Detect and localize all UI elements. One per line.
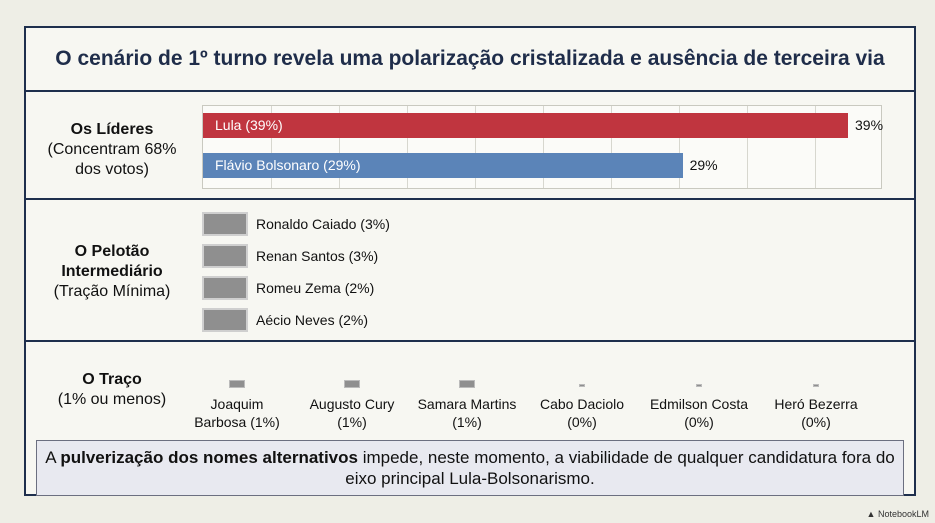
page-title: O cenário de 1º turno revela uma polariz… [26,28,914,92]
trace-item-name: Heró Bezerra [774,396,858,412]
trace-item: Samara Martins (1%) [407,395,527,431]
callout-bold: pulverização dos nomes alternativos [60,448,358,467]
middle-item-label: Renan Santos (3%) [256,248,379,264]
trace-item-value: (1%) [337,414,367,430]
watermark: ▲ NotebookLM [866,509,929,519]
middle-subtitle: (Tração Mínima) [53,283,171,300]
leader-value-label: 39% [855,117,884,133]
trace-item-name: Cabo Daciolo [539,396,625,412]
trace-item-name: Edmilson Costa [649,396,749,412]
trace-item: Cabo Daciolo (0%) [522,395,642,431]
trace-item-value: (0%) [801,414,831,430]
middle-item: Aécio Neves (2%) [202,308,368,332]
trace-mark [579,384,585,387]
trace-item-name: Joaquim [210,396,264,412]
grid-line [611,106,612,188]
trace-item-value: (0%) [567,414,597,430]
middle-item: Renan Santos (3%) [202,244,378,268]
leaders-section-label: Os Líderes (Concentram 68% dos votos) [32,120,192,180]
middle-item-swatch [202,276,248,300]
middle-item-label: Ronaldo Caiado (3%) [256,216,390,232]
leader-bar: Lula (39%) [203,113,848,138]
leaders-subtitle-2: dos votos) [75,161,149,178]
grid-line [543,106,544,188]
infographic-frame: O cenário de 1º turno revela uma polariz… [24,26,916,496]
grid-line [271,106,272,188]
trace-item-value: (1%) [452,414,482,430]
trace-item: Edmilson Costa (0%) [639,395,759,431]
watermark-text: NotebookLM [877,509,929,519]
middle-item-swatch [202,308,248,332]
leader-bar-label: Lula (39%) [215,117,283,133]
trace-title: O Traço [82,371,142,388]
middle-item-label: Aécio Neves (2%) [256,312,369,328]
grid-line [407,106,408,188]
trace-mark [344,380,360,388]
trace-subtitle: (1% ou menos) [57,391,167,408]
leader-bar-label: Flávio Bolsonaro (29%) [215,157,361,173]
middle-title-2: Intermediário [61,263,163,280]
trace-mark [459,380,475,388]
callout-prefix: A [45,448,61,467]
grid-line [679,106,680,188]
leader-bar: Flávio Bolsonaro (29%) [203,153,683,178]
callout-box: A pulverização dos nomes alternativos im… [36,440,904,496]
trace-mark [813,384,819,387]
middle-item-label: Romeu Zema (2%) [256,280,375,296]
grid-line [747,106,748,188]
trace-mark [229,380,245,388]
leaders-chart: Lula (39%) 39% Flávio Bolsonaro (29%) 29% [202,105,884,189]
trace-item: Augusto Cury (1%) [292,395,412,431]
grid-line [815,106,816,188]
trace-item-name: Samara Martins [417,396,517,412]
leader-value-label: 29% [689,157,718,173]
section-divider [26,340,914,342]
middle-item: Romeu Zema (2%) [202,276,374,300]
middle-item: Ronaldo Caiado (3%) [202,212,390,236]
leaders-title: Os Líderes [70,121,154,138]
grid-line [339,106,340,188]
trace-item-name: Augusto Cury [309,396,395,412]
section-divider [26,198,914,200]
callout-suffix: impede, neste momento, a viabilidade de … [345,448,895,488]
trace-section-label: O Traço (1% ou menos) [32,370,192,410]
trace-item-value: Barbosa (1%) [194,414,280,430]
middle-item-swatch [202,244,248,268]
trace-mark [696,384,702,387]
trace-item: Heró Bezerra (0%) [756,395,876,431]
middle-section-label: O Pelotão Intermediário (Tração Mínima) [32,242,192,302]
trace-item-value: (0%) [684,414,714,430]
middle-item-swatch [202,212,248,236]
middle-title-1: O Pelotão [74,243,150,260]
grid-line [475,106,476,188]
trace-item: Joaquim Barbosa (1%) [177,395,297,431]
leaders-subtitle-1: (Concentram 68% [47,141,177,158]
